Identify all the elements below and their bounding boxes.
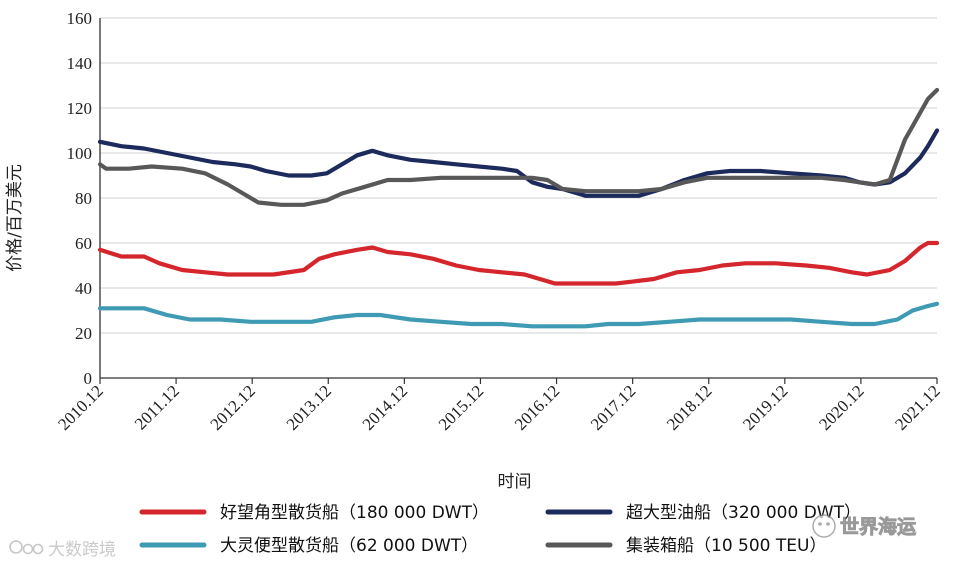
y-tick-label: 40 xyxy=(75,279,92,298)
y-tick-label: 60 xyxy=(75,234,92,253)
x-tick-label: 2011.12 xyxy=(131,381,183,433)
x-tick-label: 2010.12 xyxy=(54,381,107,434)
y-tick-label: 140 xyxy=(67,54,93,73)
watermark-left-text: 大数跨境 xyxy=(48,540,116,560)
y-tick-label: 80 xyxy=(75,189,92,208)
grid-lines xyxy=(100,17,937,334)
legend-label: 集装箱船（10 500 TEU） xyxy=(626,536,826,556)
y-tick-label: 120 xyxy=(67,99,93,118)
x-tick-label: 2018.12 xyxy=(663,381,716,434)
series-line-2 xyxy=(97,128,940,198)
wechat-bubble-icon xyxy=(812,514,836,538)
x-axis-title: 时间 xyxy=(498,472,532,492)
y-tick-label: 100 xyxy=(67,144,93,163)
series-line-1 xyxy=(97,240,940,286)
x-tick-label: 2020.12 xyxy=(815,381,868,434)
x-tick-label: 2015.12 xyxy=(435,381,488,434)
watermark-logo-icon xyxy=(9,540,23,554)
x-tick-label: 2019.12 xyxy=(739,381,792,434)
x-tick-label: 2016.12 xyxy=(511,381,564,434)
wechat-eye-icon-2 xyxy=(826,522,830,526)
legend-label: 大灵便型散货船（62 000 DWT） xyxy=(220,536,478,556)
y-tick-label: 160 xyxy=(67,9,93,28)
x-tick-label: 2012.12 xyxy=(207,381,260,434)
watermark-logo-icon-3 xyxy=(32,543,44,555)
y-tick-label: 20 xyxy=(75,324,92,343)
watermark-right: 世界海运 xyxy=(812,514,916,538)
legend: 好望角型散货船（180 000 DWT） 超大型油船（320 000 DWT） 大灵… xyxy=(139,503,861,556)
x-tick-label: 2013.12 xyxy=(283,381,336,434)
watermark-left: 大数跨境 xyxy=(9,540,116,560)
x-tick-label: 2014.12 xyxy=(359,381,412,434)
series-line-3 xyxy=(97,301,940,329)
x-tick-label: 2017.12 xyxy=(587,381,640,434)
x-tick-label: 2021.12 xyxy=(891,381,944,434)
legend-label: 好望角型散货船（180 000 DWT） xyxy=(220,503,489,523)
y-tick-label: 0 xyxy=(84,369,93,388)
watermark-right-text: 世界海运 xyxy=(840,515,916,538)
series-line-4 xyxy=(97,87,940,207)
watermark-logo-icon-2 xyxy=(22,543,34,555)
series-lines xyxy=(97,87,940,329)
wechat-eye-icon xyxy=(818,522,822,526)
y-axis-ticks: 0 20 40 60 80 100 120 140 160 xyxy=(67,9,93,388)
y-axis-title: 价格/百万美元 xyxy=(5,164,25,272)
legend-label: 超大型油船（320 000 DWT） xyxy=(626,503,861,523)
x-axis-ticks: 2010.12 2011.12 2012.12 2013.12 2014.12 2015.… xyxy=(54,378,944,434)
